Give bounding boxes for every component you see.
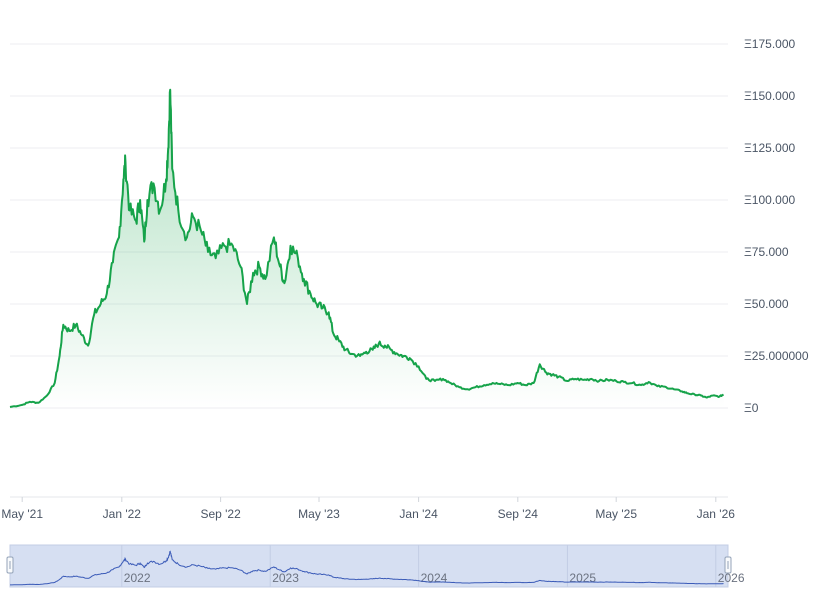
x-tick-label: May '25 [595, 507, 637, 521]
navigator-year-label: 2025 [569, 571, 596, 585]
y-tick-label: Ξ125.000 [744, 141, 796, 155]
y-tick-label: Ξ100.000 [744, 193, 796, 207]
x-tick-label: Jan '24 [399, 507, 438, 521]
y-tick-label: Ξ75.000 [744, 245, 789, 259]
y-tick-label: Ξ175.000 [744, 37, 796, 51]
x-tick-label: Sep '24 [498, 507, 539, 521]
navigator-year-label: 2024 [421, 571, 448, 585]
navigator-year-label: 2026 [718, 571, 745, 585]
x-tick-label: Sep '22 [200, 507, 241, 521]
y-tick-label: Ξ25.000000 [744, 349, 809, 363]
x-tick-label: May '23 [298, 507, 340, 521]
price-line [9, 88, 725, 408]
x-tick-label: Jan '22 [103, 507, 142, 521]
x-axis: May '21 Jan '22 Sep '22 May '23 Jan '24 Sep '… [1, 496, 736, 521]
navigator-line [10, 550, 724, 586]
y-axis: Ξ0 Ξ25.000000 Ξ50.000 Ξ75.000 Ξ100.000 Ξ125.0… [744, 37, 809, 415]
y-tick-label: Ξ50.000 [744, 297, 789, 311]
navigator-selection[interactable] [9, 544, 729, 588]
navigator-year-label: 2022 [124, 571, 151, 585]
price-line-group [9, 88, 725, 408]
y-tick-label: Ξ0 [744, 401, 759, 415]
x-tick-label: Jan '26 [697, 507, 736, 521]
navigator-year-label: 2023 [272, 571, 299, 585]
price-area [10, 89, 724, 409]
range-navigator[interactable]: 2022 2023 2024 2025 2026 [6, 544, 745, 588]
y-tick-label: Ξ150.000 [744, 89, 796, 103]
x-tick-label: May '21 [1, 507, 43, 521]
price-area-fill [10, 89, 724, 409]
